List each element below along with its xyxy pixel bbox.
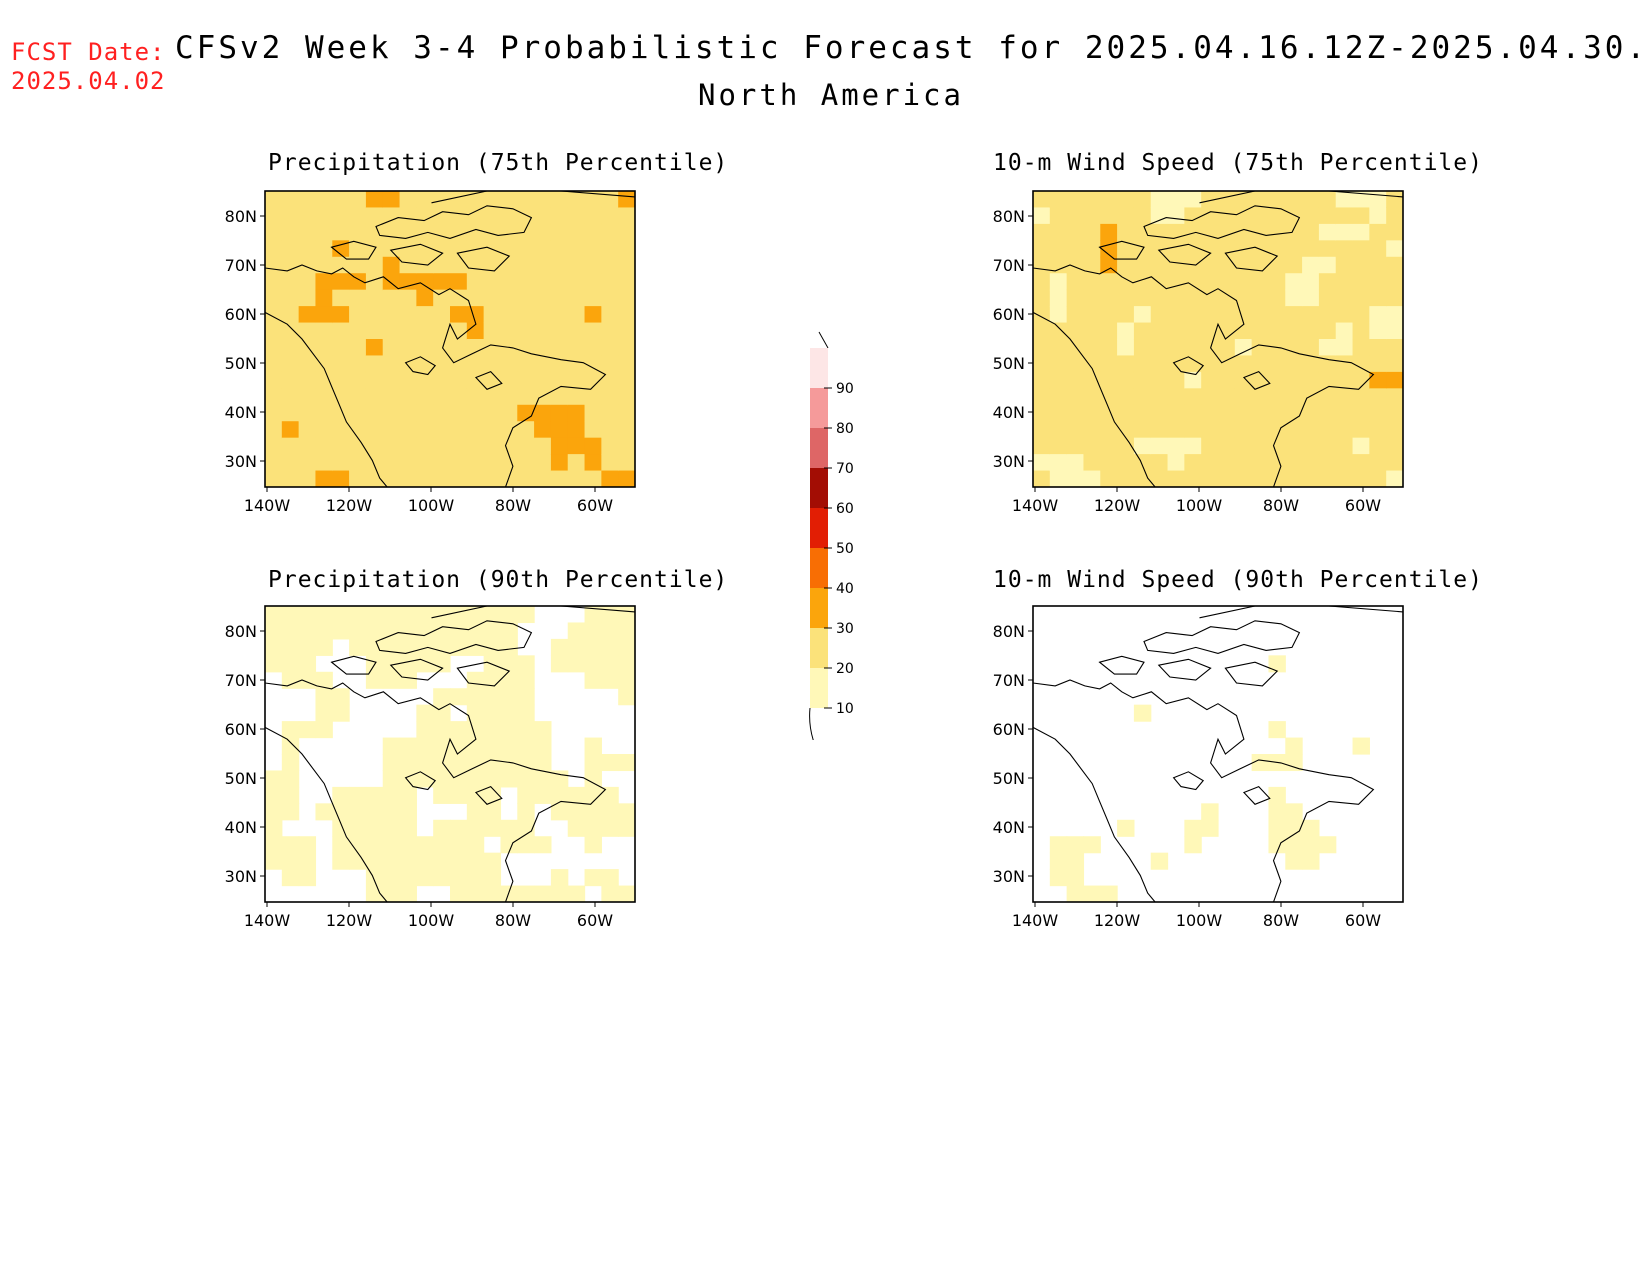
lon-tick-label: 120W: [326, 496, 373, 515]
panel-title-precip-75: Precipitation (75th Percentile): [268, 150, 729, 176]
lon-tick-label: 80W: [495, 496, 531, 515]
colorbar-swatch: [810, 508, 828, 548]
lat-tick-label: 50N: [225, 354, 257, 373]
lon-tick-label: 60W: [1345, 496, 1381, 515]
lon-tick-label: 140W: [244, 496, 291, 515]
lat-tick-label: 40N: [993, 403, 1025, 422]
lon-tick-label: 80W: [495, 911, 531, 930]
lat-tick-label: 60N: [993, 305, 1025, 324]
map-wind-75: 80N 70N 60N 50N 40N 30N 140W 120W 100W 80W 60W: [993, 190, 1404, 515]
colorbar-swatch: [810, 428, 828, 468]
lon-tick-label: 100W: [408, 496, 455, 515]
lon-tick-label: 120W: [1094, 496, 1141, 515]
colorbar-swatch: [810, 628, 828, 668]
panel-title-precip-90: Precipitation (90th Percentile): [268, 567, 729, 593]
colorbar-swatch: [810, 668, 828, 708]
lon-tick-label: 80W: [1263, 496, 1299, 515]
lat-tick-label: 70N: [993, 256, 1025, 275]
colorbar-label: 50: [836, 541, 854, 557]
colorbar-label: 20: [836, 661, 854, 677]
panel-title-wind-75: 10-m Wind Speed (75th Percentile): [993, 150, 1483, 176]
colorbar-label: 40: [836, 581, 854, 597]
colorbar-label: 30: [836, 621, 854, 637]
lat-tick-label: 40N: [225, 818, 257, 837]
map-precip-75: 80N 70N 60N 50N 40N 30N 140W 120W 100W 80W 60W: [225, 190, 636, 515]
colorbar-label: 60: [836, 501, 854, 517]
lat-tick-label: 80N: [993, 207, 1025, 226]
lon-tick-label: 100W: [1176, 911, 1223, 930]
colorbar-label: 70: [836, 461, 854, 477]
forecast-date-label: FCST Date: 2025.04.02: [11, 38, 166, 96]
lon-tick-label: 140W: [244, 911, 291, 930]
lat-tick-label: 70N: [993, 671, 1025, 690]
lat-tick-label: 30N: [993, 867, 1025, 886]
fcst-date-value: 2025.04.02: [11, 67, 166, 95]
colorbar-swatch: [810, 588, 828, 628]
lat-tick-label: 60N: [993, 720, 1025, 739]
lon-tick-label: 60W: [577, 496, 613, 515]
lon-tick-label: 120W: [1094, 911, 1141, 930]
colorbar-label: 10: [836, 701, 854, 717]
colorbar-legend: 10 20 30 40 50 60 70 80 90: [809, 331, 854, 740]
lat-tick-label: 50N: [993, 354, 1025, 373]
figure-title: CFSv2 Week 3-4 Probabilistic Forecast fo…: [175, 30, 1650, 66]
lon-tick-label: 100W: [1176, 496, 1223, 515]
lat-tick-label: 30N: [225, 452, 257, 471]
figure-subtitle: North America: [698, 78, 964, 112]
lat-tick-label: 50N: [993, 769, 1025, 788]
lat-tick-label: 30N: [993, 452, 1025, 471]
lat-tick-label: 30N: [225, 867, 257, 886]
map-precip-90: 80N 70N 60N 50N 40N 30N 140W 120W 100W 80W 60W: [225, 605, 636, 930]
lat-tick-label: 40N: [993, 818, 1025, 837]
lon-tick-label: 60W: [577, 911, 613, 930]
lat-tick-label: 80N: [225, 207, 257, 226]
lat-tick-label: 40N: [225, 403, 257, 422]
colorbar-swatch: [810, 548, 828, 588]
lon-tick-label: 100W: [408, 911, 455, 930]
colorbar-label: 90: [836, 381, 854, 397]
lon-tick-label: 120W: [326, 911, 373, 930]
colorbar-label: 80: [836, 421, 854, 437]
lat-tick-label: 70N: [225, 256, 257, 275]
colorbar-swatch: [810, 468, 828, 508]
lat-tick-label: 80N: [225, 622, 257, 641]
lat-tick-label: 60N: [225, 720, 257, 739]
lon-tick-label: 140W: [1012, 911, 1059, 930]
lat-tick-label: 60N: [225, 305, 257, 324]
colorbar-swatch: [810, 348, 828, 388]
panel-title-wind-90: 10-m Wind Speed (90th Percentile): [993, 567, 1483, 593]
lat-tick-label: 50N: [225, 769, 257, 788]
fcst-date-caption: FCST Date:: [11, 38, 166, 66]
lon-tick-label: 60W: [1345, 911, 1381, 930]
lon-tick-label: 80W: [1263, 911, 1299, 930]
lat-tick-label: 80N: [993, 622, 1025, 641]
lat-tick-label: 70N: [225, 671, 257, 690]
map-wind-90: 80N 70N 60N 50N 40N 30N 140W 120W 100W 80W 60W: [993, 605, 1404, 930]
colorbar-swatch: [810, 388, 828, 428]
lon-tick-label: 140W: [1012, 496, 1059, 515]
